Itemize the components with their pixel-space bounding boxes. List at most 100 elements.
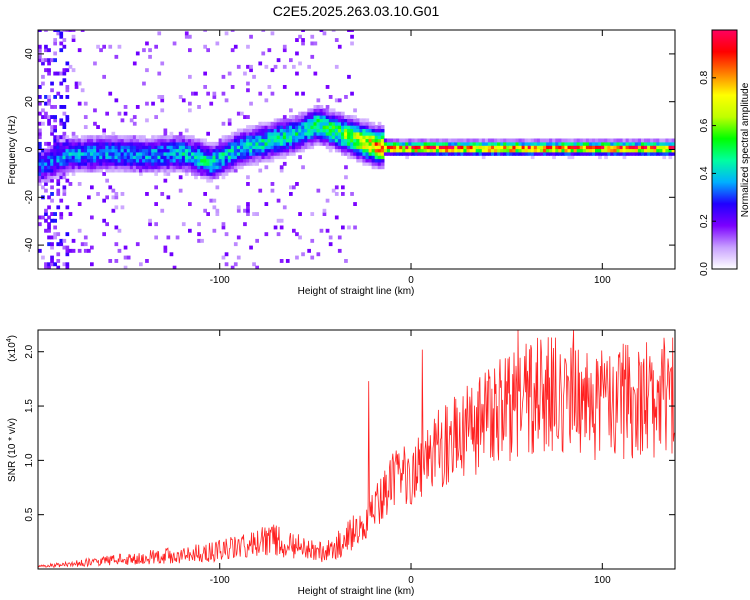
- spectrogram-cell: [487, 138, 492, 143]
- spectrogram-cell: [393, 141, 397, 146]
- spectrogram-cell: [166, 161, 171, 166]
- spectrogram-cell: [200, 168, 204, 173]
- spectrogram-cell: [99, 141, 103, 146]
- spectrogram-cell: [344, 141, 348, 146]
- spectrogram-cell: [337, 44, 342, 49]
- spectrogram-cell: [270, 91, 275, 96]
- spectrogram-cell: [151, 155, 155, 160]
- spectrogram-cell: [44, 165, 48, 170]
- spectrogram-cell: [328, 141, 333, 146]
- x-tick-label: 100: [594, 275, 611, 286]
- spectrogram-cell: [353, 145, 357, 150]
- spectrogram-cell: [62, 145, 67, 150]
- spectrogram-cell: [87, 248, 91, 253]
- spectrogram-cell: [561, 141, 566, 146]
- spectrogram-cell: [438, 145, 443, 150]
- spectrogram-cell: [616, 151, 621, 156]
- spectrogram-cell: [169, 131, 174, 136]
- spectrogram-cell: [114, 155, 119, 160]
- spectrogram-cell: [264, 158, 269, 163]
- spectrogram-cell: [221, 255, 226, 260]
- spectrogram-cell: [224, 168, 229, 173]
- spectrogram-cell: [515, 141, 520, 146]
- spectrogram-cell: [512, 148, 517, 153]
- spectrogram-cell: [224, 155, 229, 160]
- spectrogram-cell: [99, 168, 103, 173]
- spectrogram-cell: [184, 161, 189, 166]
- spectrogram-cell: [87, 165, 91, 170]
- spectrogram-cell: [356, 148, 360, 153]
- spectrogram-cell: [671, 148, 675, 153]
- spectrogram-cell: [206, 151, 210, 156]
- spectrogram-cell: [285, 145, 290, 150]
- spectrogram-cell: [87, 155, 91, 160]
- spectrogram-cell: [344, 121, 348, 126]
- spectrogram-cell: [279, 131, 284, 136]
- spectrogram-cell: [307, 115, 311, 119]
- spectrogram-cell: [249, 135, 253, 140]
- spectrogram-cell: [206, 141, 210, 146]
- spectrogram-cell: [203, 208, 207, 213]
- spectrogram-cell: [337, 248, 342, 253]
- spectrogram-cell: [331, 121, 336, 126]
- spectrogram-cell: [62, 188, 67, 193]
- spectrogram-cell: [53, 145, 57, 150]
- spectrogram-cell: [264, 155, 269, 160]
- spectrogram-cell: [341, 135, 345, 140]
- spectrogram-cell: [484, 145, 489, 150]
- multiplier-close: ): [7, 335, 18, 338]
- spectrogram-cell: [145, 158, 149, 163]
- spectrogram-cell: [316, 111, 321, 116]
- spectrogram-cell: [573, 138, 578, 143]
- spectrogram-cell: [295, 91, 299, 96]
- spectrogram-cell: [111, 161, 116, 166]
- spectrogram-cell: [267, 121, 272, 126]
- spectrogram-cell: [356, 135, 360, 140]
- spectrogram-cell: [93, 168, 97, 173]
- spectrogram-cell: [279, 128, 284, 133]
- spectrogram-cell: [353, 135, 357, 140]
- spectrogram-cell: [530, 141, 535, 146]
- y-tick-label: 2.0: [24, 344, 35, 358]
- spectrogram-cell: [604, 151, 608, 156]
- spectrogram-cell: [527, 138, 532, 143]
- spectrogram-cell: [249, 34, 253, 39]
- spectrogram-cell: [353, 125, 357, 129]
- spectrogram-cell: [261, 128, 266, 133]
- spectrogram-cell: [243, 71, 247, 76]
- spectrogram-cell: [206, 131, 210, 136]
- spectrogram-cell: [353, 202, 357, 206]
- spectrogram-cell: [650, 151, 654, 156]
- spectrogram-cell: [218, 172, 223, 176]
- spectrogram-cell: [117, 141, 122, 146]
- spectrogram-cell: [325, 131, 330, 136]
- spectrogram-cell: [212, 158, 217, 163]
- spectrogram-cell: [178, 151, 183, 156]
- spectrogram-cell: [53, 95, 57, 99]
- spectrogram-cell: [337, 141, 342, 146]
- spectrogram-cell: [337, 111, 342, 116]
- spectrogram-cell: [264, 121, 269, 126]
- spectrogram-cell: [417, 138, 422, 143]
- spectrogram-cell: [246, 202, 250, 206]
- spectrogram-cell: [77, 182, 82, 186]
- spectrogram-cell: [279, 145, 284, 150]
- spectrogram-cell: [405, 155, 409, 160]
- spectrogram-cell: [184, 168, 189, 173]
- spectrogram-cell: [331, 108, 336, 113]
- spectrogram-cell: [325, 138, 330, 143]
- spectrogram-cell: [264, 202, 269, 206]
- spectrogram-cell: [588, 138, 593, 143]
- spectrogram-cell: [108, 44, 113, 49]
- spectrogram-cell: [230, 148, 235, 153]
- spectrogram-cell: [374, 148, 379, 153]
- spectrogram-cell: [157, 155, 162, 160]
- spectrogram-cell: [240, 158, 244, 163]
- spectrogram-cell: [362, 131, 367, 136]
- spectrogram-cell: [298, 135, 302, 140]
- spectrogram-cell: [188, 138, 192, 143]
- spectrogram-cell: [298, 111, 302, 116]
- spectrogram-cell: [117, 161, 122, 166]
- spectrogram-cell: [255, 145, 259, 150]
- spectrogram-cell: [644, 148, 648, 153]
